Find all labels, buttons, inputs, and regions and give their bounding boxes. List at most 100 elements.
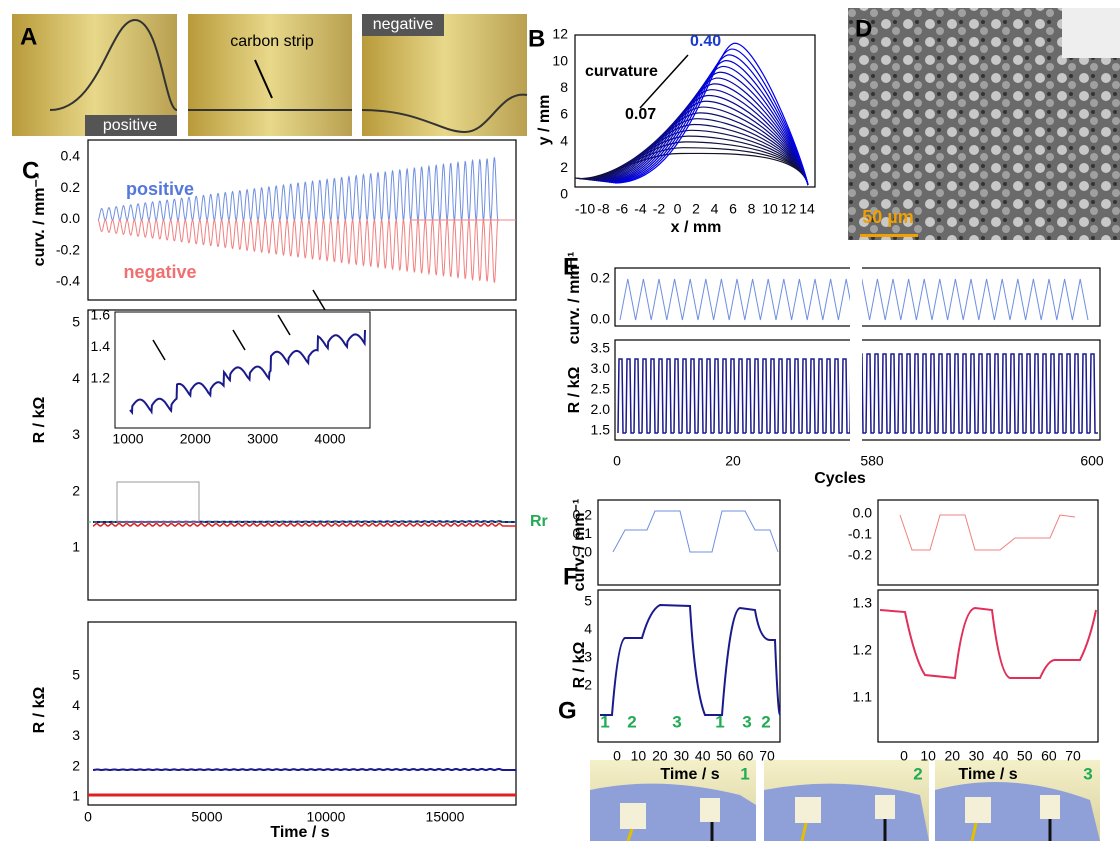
x-tick-label: -4 (634, 201, 647, 217)
label: 2 (627, 712, 636, 731)
curve (880, 608, 1096, 678)
label: curvature (585, 63, 658, 80)
y-tick-label: -0.2 (56, 241, 80, 257)
y-tick-label: 8 (560, 79, 568, 95)
x-tick-label: 10 (631, 748, 647, 764)
axis-label: curv. / mm⁻¹ (571, 499, 588, 592)
x-tick-label: 0 (613, 453, 621, 469)
x-tick-label: 30 (969, 748, 985, 764)
x-tick-label: 4 (711, 201, 719, 217)
zoom-box (117, 482, 199, 522)
axis-label: R / kΩ (31, 687, 48, 734)
curve (900, 515, 1075, 550)
label: negative (373, 16, 434, 33)
y-tick-label: 1 (72, 539, 80, 555)
x-tick-label: 40 (695, 748, 711, 764)
curve (598, 90, 808, 185)
plot-frame (878, 500, 1098, 585)
plot-frame (88, 622, 516, 805)
x-tick-label: -10 (575, 201, 595, 217)
y-tick-label: 5 (584, 593, 592, 609)
label: positive (126, 179, 194, 199)
axis-label: curv. / mm⁻¹ (31, 174, 48, 267)
y-tick-label: 4 (560, 132, 568, 148)
panel-label: A (20, 23, 37, 50)
y-tick-label: 2.0 (591, 401, 611, 417)
panel-label: D (855, 15, 872, 42)
scale-bar (860, 234, 918, 237)
y-tick-label: 1.3 (853, 595, 873, 611)
axis-label: R / kΩ (31, 397, 48, 444)
x-tick-label: 50 (716, 748, 732, 764)
x-tick-label: 50 (1017, 748, 1033, 764)
label: Time / s (958, 766, 1017, 783)
x-tick-label: 0 (674, 201, 682, 217)
y-tick-label: 0.2 (591, 270, 611, 286)
y-tick-label: 10 (552, 52, 568, 68)
x-tick-label: 2 (692, 201, 700, 217)
x-tick-label: 8 (748, 201, 756, 217)
x-tick-label: 0 (900, 748, 908, 764)
axis-label: curv. / mm⁻¹ (566, 252, 583, 345)
y-tick-label: 3.5 (591, 340, 611, 356)
axis-label: y / mm (536, 95, 553, 146)
x-tick-label: 20 (944, 748, 960, 764)
figure: Apositivecarbon stripnegativeB024681012-… (0, 0, 1120, 841)
x-tick-label: 3000 (247, 431, 278, 447)
x-tick-label: -2 (653, 201, 666, 217)
axis-break (850, 265, 862, 445)
x-tick-label: 1000 (112, 431, 143, 447)
x-tick-label: 10 (920, 748, 936, 764)
label: Time / s (660, 766, 719, 783)
curve (600, 605, 780, 715)
y-tick-label: -0.4 (56, 273, 80, 289)
y-tick-label: 0.2 (61, 179, 81, 195)
x-tick-label: 15000 (426, 809, 465, 825)
x-tick-label: 10000 (307, 809, 346, 825)
y-tick-label: 2.5 (591, 381, 611, 397)
x-tick-label: 14 (799, 201, 815, 217)
label: carbon strip (230, 33, 314, 50)
panel-label: G (558, 697, 577, 724)
y-tick-label: 3 (72, 426, 80, 442)
label: 2 (913, 764, 922, 783)
panel-label: B (528, 25, 545, 52)
curve (93, 769, 516, 770)
x-tick-label: 30 (673, 748, 689, 764)
axis-label: R / kΩ (566, 367, 583, 414)
y-tick-label: 0.4 (61, 148, 81, 164)
curve (93, 524, 516, 526)
x-tick-label: -6 (616, 201, 629, 217)
x-tick-label: 2000 (180, 431, 211, 447)
y-tick-label: 1.2 (853, 642, 873, 658)
y-tick-label: 0.0 (61, 210, 81, 226)
x-tick-label: 0 (84, 809, 92, 825)
y-tick-label: 1.1 (853, 689, 873, 705)
x-tick-label: 20 (652, 748, 668, 764)
label: 1 (740, 764, 749, 783)
y-tick-label: 1.2 (91, 370, 111, 386)
label: 3 (742, 712, 751, 731)
label: 0.07 (625, 106, 656, 123)
y-tick-label: 0.0 (853, 505, 873, 521)
x-tick-label: 6 (729, 201, 737, 217)
label: 0.40 (690, 33, 721, 50)
y-tick-label: 0.0 (591, 311, 611, 327)
y-tick-label: 2 (72, 482, 80, 498)
label: Rr (530, 513, 548, 530)
x-tick-label: 5000 (191, 809, 222, 825)
label: 1 (715, 712, 724, 731)
y-tick-label: 4 (72, 370, 80, 386)
y-tick-label: 1 (72, 788, 80, 804)
label: 50 µm (862, 207, 913, 227)
y-tick-label: 2 (560, 159, 568, 175)
y-tick-label: 12 (552, 26, 568, 42)
y-tick-label: -0.2 (848, 547, 872, 563)
x-tick-label: 20 (725, 453, 741, 469)
label: Cycles (814, 470, 866, 487)
inset-icon (1062, 8, 1120, 58)
y-tick-label: -0.1 (848, 526, 872, 542)
label: 1 (600, 712, 609, 731)
x-tick-label: 580 (860, 453, 884, 469)
x-tick-label: 0 (613, 748, 621, 764)
